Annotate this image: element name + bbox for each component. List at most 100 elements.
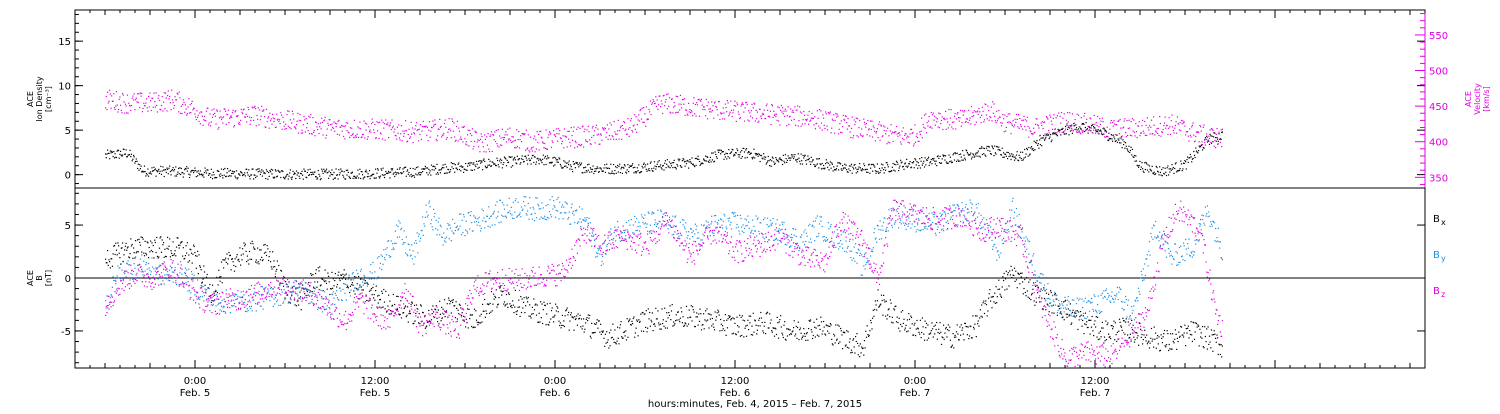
bx-point bbox=[948, 330, 949, 331]
bx-point bbox=[546, 313, 547, 314]
velocity-point bbox=[496, 143, 497, 144]
density-point bbox=[736, 148, 737, 149]
velocity-point bbox=[293, 119, 294, 120]
bx-point bbox=[513, 305, 514, 306]
bx-point bbox=[847, 347, 848, 348]
density-point bbox=[1009, 153, 1010, 154]
density-point bbox=[277, 176, 278, 177]
velocity-point bbox=[321, 118, 322, 119]
density-point bbox=[600, 167, 601, 168]
density-point bbox=[1193, 151, 1194, 152]
bx-point bbox=[438, 323, 439, 324]
velocity-point bbox=[127, 95, 128, 96]
velocity-point bbox=[822, 114, 823, 115]
bx-point bbox=[741, 317, 742, 318]
velocity-point bbox=[116, 91, 117, 92]
velocity-point bbox=[1193, 135, 1194, 136]
density-point bbox=[651, 168, 652, 169]
velocity-point bbox=[986, 114, 987, 115]
density-point bbox=[1145, 169, 1146, 170]
velocity-point bbox=[285, 124, 286, 125]
density-point bbox=[302, 175, 303, 176]
bx-point bbox=[1132, 329, 1133, 330]
velocity-point bbox=[766, 105, 767, 106]
velocity-point bbox=[765, 118, 766, 119]
density-point bbox=[938, 158, 939, 159]
velocity-point bbox=[1092, 132, 1093, 133]
velocity-point bbox=[761, 118, 762, 119]
density-point bbox=[237, 178, 238, 179]
density-point bbox=[1173, 173, 1174, 174]
velocity-point bbox=[916, 136, 917, 137]
bx-point bbox=[640, 314, 641, 315]
bx-point bbox=[166, 248, 167, 249]
velocity-point bbox=[773, 117, 774, 118]
velocity-point bbox=[878, 124, 879, 125]
velocity-point bbox=[183, 99, 184, 100]
velocity-point bbox=[1185, 134, 1186, 135]
velocity-point bbox=[122, 93, 123, 94]
velocity-point bbox=[880, 140, 881, 141]
bx-point bbox=[325, 270, 326, 271]
velocity-point bbox=[1181, 120, 1182, 121]
velocity-point bbox=[1180, 130, 1181, 131]
velocity-axis-title-line: ACE bbox=[1464, 91, 1473, 107]
bx-point bbox=[1056, 299, 1057, 300]
velocity-point bbox=[341, 125, 342, 126]
density-point bbox=[924, 166, 925, 167]
density-point bbox=[367, 176, 368, 177]
bx-point bbox=[663, 326, 664, 327]
velocity-point bbox=[552, 140, 553, 141]
velocity-point bbox=[1177, 116, 1178, 117]
bx-point bbox=[881, 295, 882, 296]
bx-point bbox=[153, 245, 154, 246]
velocity-point bbox=[324, 120, 325, 121]
bx-point bbox=[770, 323, 771, 324]
velocity-point bbox=[235, 110, 236, 111]
bx-point bbox=[574, 316, 575, 317]
bx-point bbox=[867, 325, 868, 326]
density-point bbox=[1148, 164, 1149, 165]
bx-point bbox=[561, 325, 562, 326]
velocity-point bbox=[510, 140, 511, 141]
density-point bbox=[168, 168, 169, 169]
density-point bbox=[1047, 133, 1048, 134]
velocity-point bbox=[1130, 135, 1131, 136]
bx-point bbox=[995, 303, 996, 304]
velocity-point bbox=[776, 114, 777, 115]
density-point bbox=[694, 166, 695, 167]
density-point bbox=[618, 171, 619, 172]
velocity-point bbox=[1147, 117, 1148, 118]
bx-point bbox=[269, 251, 270, 252]
density-point bbox=[1028, 147, 1029, 148]
density-point bbox=[1141, 167, 1142, 168]
velocity-point bbox=[785, 109, 786, 110]
density-point bbox=[1129, 152, 1130, 153]
velocity-point bbox=[528, 134, 529, 135]
velocity-point bbox=[577, 146, 578, 147]
bx-point bbox=[623, 338, 624, 339]
bx-point bbox=[743, 320, 744, 321]
density-point bbox=[357, 176, 358, 177]
density-point bbox=[813, 164, 814, 165]
density-point bbox=[173, 167, 174, 168]
density-point bbox=[227, 168, 228, 169]
density-point bbox=[138, 170, 139, 171]
bx-point bbox=[454, 305, 455, 306]
bx-point bbox=[1203, 346, 1204, 347]
bx-point bbox=[722, 325, 723, 326]
bx-point bbox=[175, 255, 176, 256]
velocity-point bbox=[138, 102, 139, 103]
velocity-point bbox=[593, 126, 594, 127]
density-point bbox=[934, 161, 935, 162]
bx-point bbox=[573, 317, 574, 318]
density-point bbox=[158, 170, 159, 171]
velocity-point bbox=[640, 109, 641, 110]
velocity-point bbox=[809, 111, 810, 112]
velocity-point bbox=[1041, 122, 1042, 123]
velocity-point bbox=[1109, 129, 1110, 130]
density-point bbox=[1164, 173, 1165, 174]
density-point bbox=[140, 168, 141, 169]
density-point bbox=[241, 172, 242, 173]
bx-point bbox=[981, 316, 982, 317]
